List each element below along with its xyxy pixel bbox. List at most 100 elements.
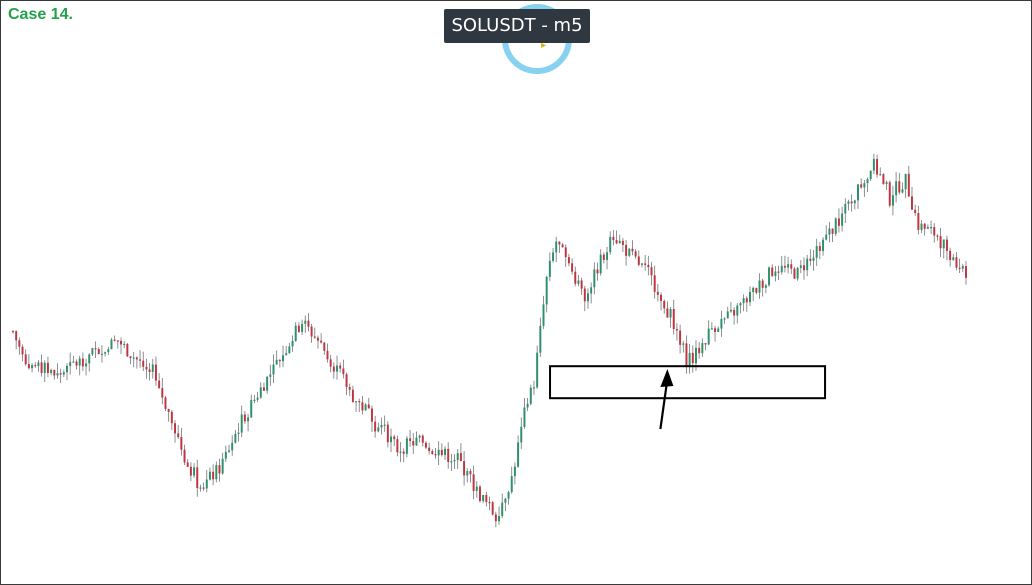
bearish-candle: [129, 356, 132, 358]
bullish-candle: [545, 276, 548, 305]
bearish-candle: [596, 269, 599, 274]
bearish-candle: [571, 263, 574, 272]
bearish-candle: [917, 213, 920, 230]
bearish-candle: [386, 424, 389, 443]
bullish-candle: [806, 258, 809, 271]
bullish-candle: [593, 269, 596, 288]
bullish-candle: [513, 466, 516, 477]
bullish-candle: [355, 401, 358, 403]
bullish-candle: [723, 318, 726, 320]
bearish-candle: [488, 502, 491, 504]
demand-zone-box: [549, 365, 827, 400]
bullish-candle: [720, 318, 723, 329]
bullish-candle: [828, 228, 831, 235]
bullish-candle: [294, 325, 297, 341]
bullish-candle: [377, 427, 380, 432]
bullish-candle: [749, 292, 751, 303]
bullish-candle: [399, 451, 402, 453]
annotations-group: [549, 365, 827, 430]
bullish-candle: [437, 449, 440, 456]
bearish-candle: [307, 320, 310, 327]
bearish-candle: [218, 465, 221, 474]
bullish-candle: [841, 213, 844, 226]
bearish-candle: [212, 471, 215, 480]
bearish-candle: [342, 368, 345, 375]
bearish-candle: [24, 354, 27, 365]
bullish-candle: [50, 369, 53, 374]
bearish-candle: [431, 450, 434, 455]
bearish-candle: [59, 373, 62, 375]
black-arrow-icon: [659, 378, 669, 430]
bearish-candle: [316, 337, 319, 341]
bullish-candle: [739, 303, 742, 306]
bullish-candle: [618, 240, 621, 244]
bearish-candle: [421, 435, 424, 443]
bullish-candle: [456, 453, 459, 461]
bearish-candle: [361, 402, 364, 411]
bearish-candle: [320, 340, 323, 343]
bullish-candle: [879, 174, 882, 176]
bearish-candle: [558, 241, 561, 245]
bearish-candle: [647, 264, 650, 268]
bearish-candle: [40, 362, 43, 373]
bearish-candle: [631, 248, 634, 252]
bearish-candle: [656, 291, 659, 295]
bearish-candle: [965, 266, 967, 278]
bullish-candle: [590, 287, 593, 294]
bearish-candle: [621, 240, 624, 245]
bullish-candle: [599, 254, 602, 274]
bearish-candle: [113, 339, 116, 341]
bearish-candle: [374, 421, 377, 432]
bullish-candle: [224, 451, 227, 459]
bullish-candle: [228, 450, 230, 452]
bullish-candle: [586, 293, 589, 302]
bullish-candle: [742, 298, 745, 304]
bullish-candle: [31, 365, 34, 369]
bearish-candle: [428, 447, 431, 451]
bullish-candle: [104, 352, 107, 354]
bearish-candle: [933, 226, 936, 236]
bullish-candle: [380, 424, 383, 428]
bearish-candle: [434, 454, 437, 456]
bearish-candle: [196, 467, 199, 489]
bearish-candle: [666, 308, 669, 318]
bearish-candle: [876, 158, 879, 175]
bearish-candle: [81, 358, 84, 367]
bearish-candle: [12, 331, 14, 333]
bullish-candle: [517, 442, 520, 467]
bullish-candle: [774, 271, 777, 277]
bullish-candle: [199, 487, 202, 489]
bullish-candle: [901, 189, 904, 193]
bearish-candle: [310, 326, 313, 337]
bearish-candle: [625, 244, 628, 256]
bullish-candle: [895, 181, 898, 196]
bullish-candle: [866, 179, 869, 184]
bullish-candle: [415, 437, 418, 446]
bearish-candle: [644, 263, 647, 265]
bearish-candle: [396, 439, 399, 453]
bullish-candle: [253, 399, 256, 402]
bullish-candle: [857, 184, 859, 201]
bullish-candle: [536, 352, 539, 388]
bullish-candle: [466, 471, 469, 476]
bullish-candle: [752, 287, 755, 293]
bearish-candle: [126, 343, 129, 357]
bullish-candle: [453, 460, 456, 462]
bullish-candle: [100, 353, 103, 355]
bearish-candle: [94, 348, 97, 350]
bullish-candle: [520, 426, 523, 443]
bearish-candle: [777, 271, 780, 273]
bullish-candle: [628, 248, 631, 256]
bullish-candle: [694, 347, 697, 364]
bearish-candle: [243, 414, 246, 422]
bullish-candle: [726, 311, 729, 319]
bullish-candle: [787, 264, 790, 268]
bearish-candle: [472, 474, 475, 491]
bullish-candle: [542, 304, 545, 326]
bullish-candle: [710, 328, 713, 330]
bullish-candle: [37, 362, 40, 367]
bullish-candle: [863, 183, 866, 188]
bearish-candle: [329, 359, 332, 367]
arrow-head-icon: [660, 369, 674, 387]
bullish-candle: [215, 465, 218, 480]
